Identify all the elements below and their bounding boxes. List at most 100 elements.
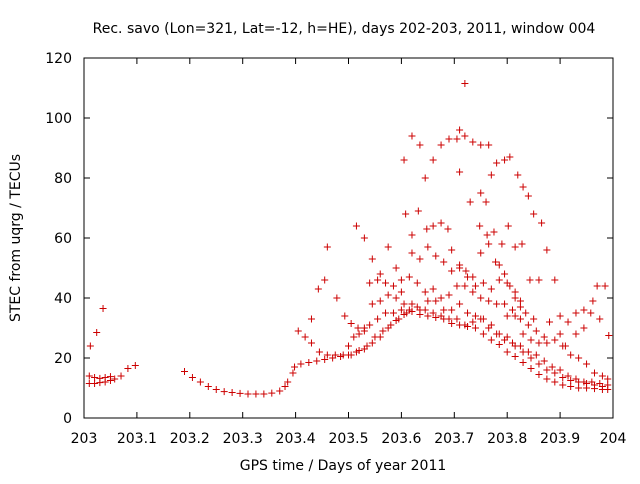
y-tick-label: 20 (54, 351, 72, 367)
data-point (440, 306, 448, 314)
data-point (204, 383, 212, 390)
data-point (260, 390, 268, 398)
data-point (504, 222, 512, 230)
data-point (408, 132, 416, 140)
data-points (85, 80, 613, 398)
data-point (490, 228, 498, 236)
data-point (526, 276, 534, 284)
data-point (511, 288, 519, 296)
data-point (466, 198, 474, 206)
data-point (464, 309, 472, 317)
data-point (527, 365, 535, 372)
data-point (331, 351, 339, 359)
data-point (284, 378, 292, 386)
data-point (453, 315, 461, 323)
data-point (117, 372, 125, 380)
y-axis-label: STEC from uqrg / TECUs (8, 154, 24, 322)
data-point (355, 347, 363, 354)
data-point (321, 276, 329, 284)
data-point (400, 156, 408, 164)
data-point (471, 324, 479, 332)
data-point (423, 225, 431, 233)
data-point (91, 380, 99, 387)
data-point (543, 246, 551, 254)
x-axis-label: GPS time / Days of year 2011 (240, 458, 447, 474)
data-point (305, 359, 313, 366)
data-point (527, 336, 535, 344)
data-point (535, 276, 543, 284)
data-point (307, 339, 315, 347)
data-point (572, 330, 580, 338)
data-point (485, 141, 493, 149)
data-point (575, 354, 583, 362)
data-point (508, 339, 516, 347)
data-point (519, 330, 527, 338)
data-point (477, 189, 485, 197)
data-point (483, 231, 491, 239)
data-point (540, 333, 548, 341)
x-tick-label: 203.8 (487, 431, 527, 447)
data-point (501, 300, 509, 308)
data-point (366, 321, 374, 329)
y-tick-label: 40 (54, 291, 72, 307)
data-point (535, 371, 543, 378)
data-point (538, 219, 546, 227)
data-point (99, 305, 107, 312)
data-point (556, 366, 564, 374)
data-point (402, 210, 410, 218)
data-point (598, 372, 606, 380)
data-point (508, 306, 516, 314)
data-point (485, 240, 493, 248)
data-point (384, 243, 392, 251)
data-point (93, 329, 101, 336)
data-point (374, 276, 382, 284)
data-point (530, 315, 538, 323)
data-point (196, 378, 204, 386)
data-point (493, 330, 501, 338)
data-point (339, 351, 347, 359)
x-tick-label: 203.7 (434, 431, 474, 447)
data-point (389, 309, 397, 317)
data-point (111, 375, 119, 383)
data-point (413, 303, 421, 311)
data-point (522, 309, 530, 317)
data-point (181, 368, 189, 375)
data-point (421, 288, 429, 296)
plot-frame (83, 57, 614, 419)
data-point (479, 279, 487, 287)
data-point (252, 390, 260, 398)
data-point (511, 312, 519, 320)
data-point (564, 372, 572, 380)
data-point (495, 261, 503, 269)
data-point (384, 291, 392, 299)
data-point (572, 309, 580, 317)
data-point (236, 389, 244, 397)
data-point (429, 285, 437, 293)
data-point (527, 354, 535, 362)
data-point (461, 132, 469, 140)
data-point (424, 297, 432, 305)
data-point (314, 285, 322, 293)
data-point (546, 318, 554, 326)
data-point (524, 192, 532, 200)
data-point (469, 288, 477, 296)
data-point (551, 378, 559, 386)
data-point (397, 276, 405, 284)
data-point (559, 374, 567, 381)
y-tick-label: 120 (45, 51, 72, 67)
data-point (551, 369, 559, 377)
data-point (424, 312, 432, 320)
data-point (416, 255, 424, 263)
data-point (519, 183, 527, 191)
data-point (291, 363, 299, 371)
data-point (397, 306, 405, 314)
x-tick-label: 203.2 (170, 431, 210, 447)
data-point (516, 303, 524, 311)
data-point (487, 336, 495, 344)
data-point (590, 369, 598, 377)
data-point (355, 330, 363, 338)
x-tick-label: 203.3 (223, 431, 263, 447)
data-point (228, 389, 236, 396)
data-point (479, 330, 487, 338)
